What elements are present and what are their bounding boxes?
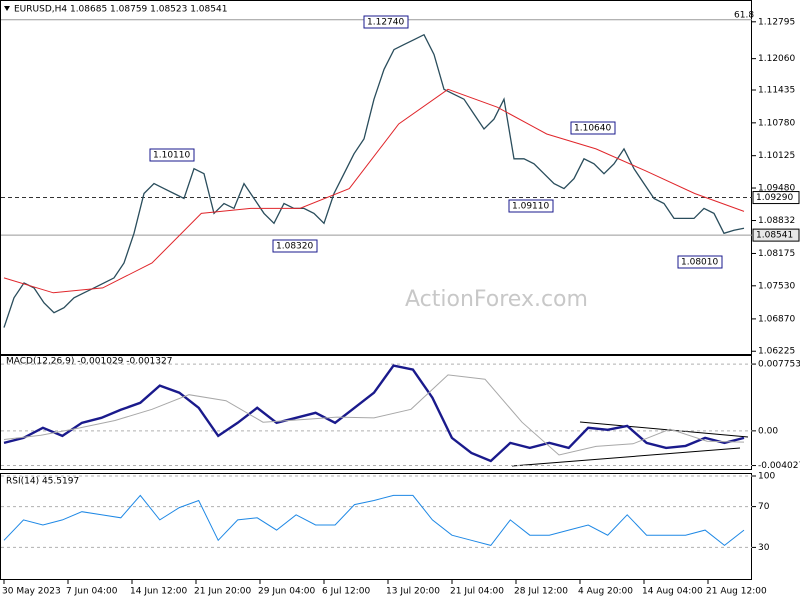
y-tick-label: 0.007753	[758, 360, 800, 370]
x-tick-label: 21 Jun 20:00	[194, 587, 251, 597]
marker	[4, 6, 10, 11]
annotation: 1.09110	[512, 202, 549, 212]
level-box	[752, 228, 800, 242]
y-tick-label: 1.08832	[758, 216, 795, 226]
y-tick-label: -0.004027	[758, 461, 800, 471]
series-line	[3, 494, 745, 547]
x-tick-label: 4 Aug 20:00	[578, 587, 633, 597]
level-label: 1.08541	[756, 231, 793, 241]
x-tick-label: 13 Jul 20:00	[386, 587, 440, 597]
y-tick-label: 1.07530	[758, 281, 795, 291]
y-tick-label: 1.08175	[758, 249, 795, 259]
y-tick-label: 1.10125	[758, 151, 795, 161]
x-tick-label: 21 Aug 12:00	[706, 587, 767, 597]
x-tick-label: 29 Jun 04:00	[258, 587, 315, 597]
x-tick-label: 28 Jul 12:00	[514, 587, 568, 597]
y-tick-label: 30	[758, 543, 770, 553]
trendline	[579, 421, 749, 438]
trendline	[511, 447, 741, 467]
watermark: ActionForex.com	[405, 287, 588, 312]
annotation: 1.08320	[276, 242, 313, 252]
y-tick-label: 100	[758, 472, 775, 482]
x-tick-label: 6 Jul 12:00	[322, 587, 371, 597]
y-tick-label: 1.06225	[758, 347, 795, 357]
annotation-box	[149, 148, 195, 162]
level-label: 1.09290	[756, 193, 793, 203]
y-tick-label: 1.09480	[758, 184, 795, 194]
annotation-box	[272, 239, 318, 253]
macd-panel	[0, 355, 752, 470]
annotation-box	[508, 199, 554, 213]
series-line	[3, 33, 745, 328]
series-line	[3, 364, 745, 463]
series-line	[3, 88, 745, 294]
x-tick-label: 21 Jul 04:00	[450, 587, 504, 597]
annotation: 1.10640	[574, 124, 611, 134]
annotation: 1.10110	[153, 151, 190, 161]
level-box	[752, 191, 800, 205]
annotation: 1.08010	[681, 258, 718, 268]
y-tick-label: 1.12795	[758, 17, 795, 27]
level-label: 61.8	[734, 10, 754, 20]
annotation: 1.12740	[367, 18, 404, 28]
panel-title: EURUSD,H4 1.08685 1.08759 1.08523 1.0854…	[14, 5, 227, 15]
annotation-box	[363, 15, 409, 29]
panel-title: RSI(14) 45.5197	[6, 477, 79, 487]
x-tick-label: 14 Aug 04:00	[642, 587, 703, 597]
series-line	[3, 374, 745, 456]
y-tick-label: 1.10780	[758, 118, 795, 128]
price-panel	[0, 0, 752, 355]
x-tick-label: 7 Jun 04:00	[66, 587, 118, 597]
annotation-box	[677, 255, 723, 269]
x-tick-label: 14 Jun 12:00	[130, 587, 187, 597]
rsi-panel	[0, 473, 752, 580]
y-tick-label: 70	[758, 502, 770, 512]
y-tick-label: 1.11435	[758, 85, 795, 95]
panel-title: MACD(12,26,9) -0.001029 -0.001327	[6, 357, 172, 367]
y-tick-label: 1.12060	[758, 54, 795, 64]
x-tick-label: 30 May 2023	[2, 587, 61, 597]
y-tick-label: 0.00	[758, 426, 778, 436]
annotation-box	[570, 121, 616, 135]
y-tick-label: 1.06870	[758, 314, 795, 324]
